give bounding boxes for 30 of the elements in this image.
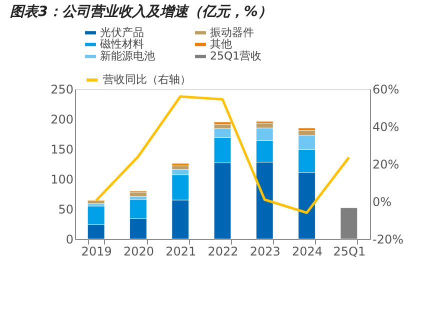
legend-label: 磁性材料 [99,38,144,50]
x-tick-label: 2023 [250,244,280,258]
bar [87,200,105,204]
y-tick-label: 250 [50,82,74,96]
x-tick-label: 2024 [292,244,323,258]
y2-tick-label: 0% [372,195,392,209]
y-tick-label: 200 [50,112,74,126]
y2-tick-label: -20% [372,232,404,246]
legend-label: 25Q1营收 [210,50,262,62]
x-tick-label: 2022 [208,244,238,258]
y-tick-label: 100 [50,172,74,186]
legend-label: 新能源电池 [100,50,155,62]
bar [172,163,189,166]
bar [214,122,232,125]
x-tick-label: 2020 [123,244,154,258]
legend-label: 光伏产品 [100,26,144,39]
x-tick-label: 25Q1 [333,244,366,258]
chart-title: 图表3：公司营业收入及增速（亿元，%） [10,4,272,20]
legend-label: 振动器件 [210,26,254,39]
x-tick-label: 2021 [166,244,196,258]
y2-tick-label: 60% [372,82,400,96]
y2-tick-label: 20% [372,158,400,172]
y-tick-label: 50 [58,202,74,216]
legend-label: 其他 [210,38,232,50]
legend-label: 营收同比（右轴） [103,73,191,86]
y2-tick-label: 40% [372,120,400,134]
x-tick-label: 2019 [81,244,112,258]
y-tick-label: 150 [50,142,74,156]
y-tick-label: 0 [66,232,74,246]
line-series [94,95,350,214]
